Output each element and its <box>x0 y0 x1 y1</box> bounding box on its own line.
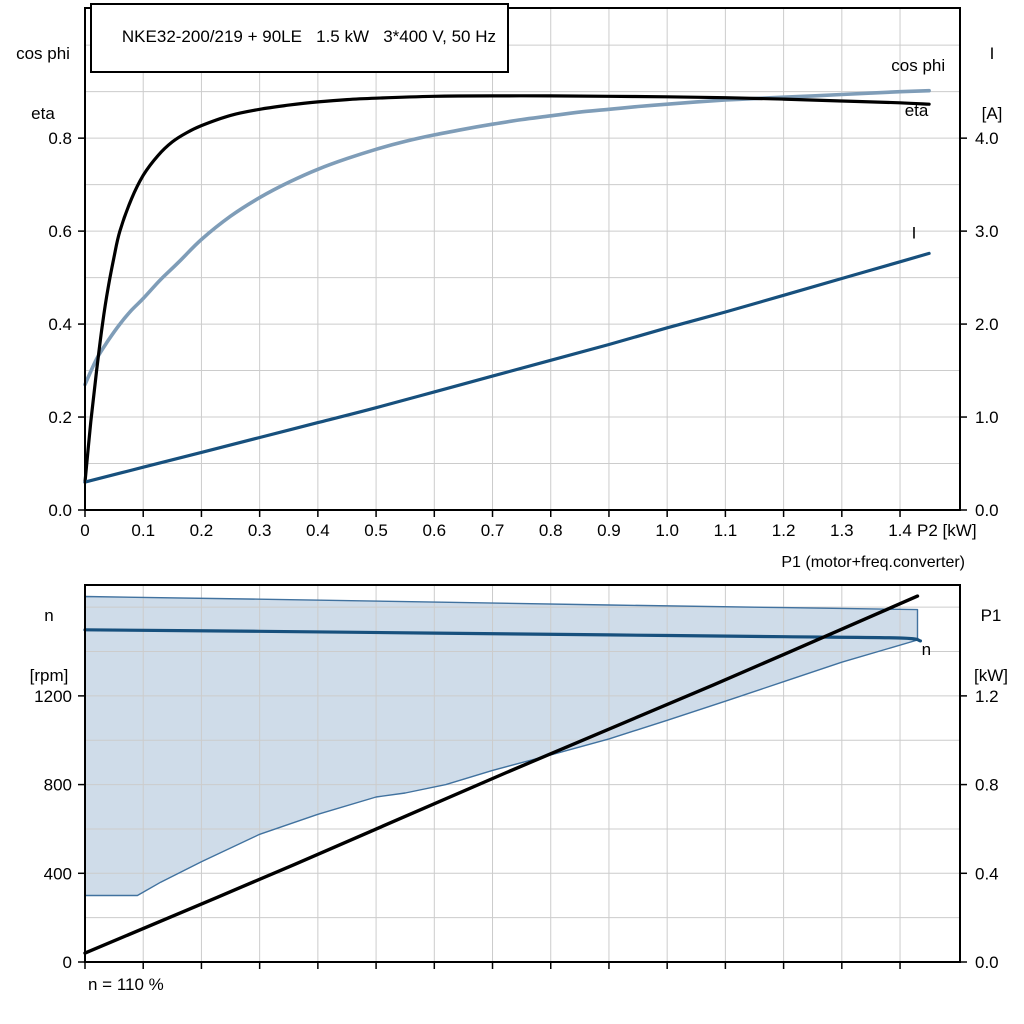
axis-title-speed-unit: [rpm] <box>29 666 69 685</box>
chart-top: cos phi eta I 0 0.1 0.2 0.3 0.4 0.5 0.6 0.7 0.8 0.9 1… <box>48 7 999 540</box>
x-tick-label: 0.8 <box>539 521 563 540</box>
y-right-tick-label: 0.0 <box>975 953 999 972</box>
curve-label-i: I <box>912 224 917 243</box>
y-left-tick-label: 0.2 <box>48 408 72 427</box>
chart-bottom: n 0 400 800 1200 0.0 0.4 0.8 1.2 <box>34 584 999 972</box>
x-tick-label: 1.2 <box>772 521 796 540</box>
curve-cos-phi <box>83 88 931 387</box>
y-left-tick-label: 0 <box>63 953 72 972</box>
bottom-chart-left-axis-title: n [rpm] <box>18 566 80 726</box>
top-chart-left-axis-title: cos phi eta <box>4 4 82 164</box>
curve-p1 <box>83 594 920 955</box>
curve-n <box>83 628 922 643</box>
y-left-tick-label: 0.6 <box>48 222 72 241</box>
y-right-tick-label: 0.0 <box>975 501 999 520</box>
axis-title-current: I <box>989 44 995 63</box>
p1-curve-annotation: P1 (motor+freq.converter) <box>781 554 965 571</box>
grid-top <box>85 8 960 510</box>
curve-label-n: n <box>922 640 931 659</box>
y-right-tick-label: 1.0 <box>975 408 999 427</box>
ticks-top <box>78 137 967 517</box>
top-chart-right-axis-title: I [A] <box>966 4 1018 164</box>
axis-title-cos-phi: cos phi <box>16 44 70 63</box>
area-speed-range <box>85 596 918 896</box>
y-right-tick-label: 3.0 <box>975 222 999 241</box>
plot-frame-bottom <box>84 584 961 963</box>
x-tick-label: 0.7 <box>481 521 505 540</box>
axis-title-eta: eta <box>31 104 55 123</box>
x-axis-label: P2 [kW] <box>917 521 977 540</box>
y-left-tick-label: 0.0 <box>48 501 72 520</box>
x-tick-label: 1.4 <box>888 521 912 540</box>
axis-title-p1: P1 <box>980 606 1002 625</box>
curve-label-eta: eta <box>905 101 929 120</box>
plot-frame-top <box>84 7 961 511</box>
curve-label-cos-phi: cos phi <box>891 56 945 75</box>
chart-title-box: NKE32-200/219 + 90LE 1.5 kW 3*400 V, 50 … <box>90 3 509 73</box>
tick-labels-bottom: 0 400 800 1200 0.0 0.4 0.8 1.2 <box>34 687 998 972</box>
y-right-tick-label: 2.0 <box>975 315 999 334</box>
chart-title: NKE32-200/219 + 90LE 1.5 kW 3*400 V, 50 … <box>121 27 496 46</box>
x-tick-label: 0.5 <box>364 521 388 540</box>
x-tick-label: 1.3 <box>830 521 854 540</box>
y-right-tick-label: 4.0 <box>975 129 999 148</box>
y-left-tick-label: 800 <box>44 776 72 795</box>
y-left-tick-label: 400 <box>44 864 72 883</box>
area-outline-speed-range <box>84 595 919 897</box>
axis-title-speed: n <box>44 606 54 625</box>
x-tick-label: 0.6 <box>422 521 446 540</box>
x-tick-label: 0.1 <box>131 521 155 540</box>
curve-eta <box>83 94 931 484</box>
x-tick-label: 0.2 <box>190 521 214 540</box>
x-tick-label: 0.3 <box>248 521 272 540</box>
tick-labels-top: 0 0.1 0.2 0.3 0.4 0.5 0.6 0.7 0.8 0.9 1.0 1.1 1.2 1.3… <box>48 129 998 540</box>
x-tick-label: 1.1 <box>714 521 738 540</box>
y-left-tick-label: 0.8 <box>48 129 72 148</box>
curve-i <box>83 251 931 484</box>
x-tick-label: 0.4 <box>306 521 330 540</box>
axis-title-p1-unit: [kW] <box>974 666 1008 685</box>
bottom-chart-right-axis-title: P1 [kW] <box>962 566 1020 726</box>
x-tick-label: 0.9 <box>597 521 621 540</box>
speed-percentage-footnote: n = 110 % <box>88 975 164 994</box>
y-right-tick-label: 0.4 <box>975 864 999 883</box>
y-left-tick-label: 1200 <box>34 687 72 706</box>
y-left-tick-label: 0.4 <box>48 315 72 334</box>
grid-bottom <box>85 585 960 962</box>
y-right-tick-label: 1.2 <box>975 687 999 706</box>
axis-title-current-unit: [A] <box>981 104 1003 123</box>
x-tick-label: 1.0 <box>655 521 679 540</box>
y-right-tick-label: 0.8 <box>975 776 999 795</box>
ticks-bottom <box>78 695 967 969</box>
x-tick-label: 0 <box>80 521 89 540</box>
